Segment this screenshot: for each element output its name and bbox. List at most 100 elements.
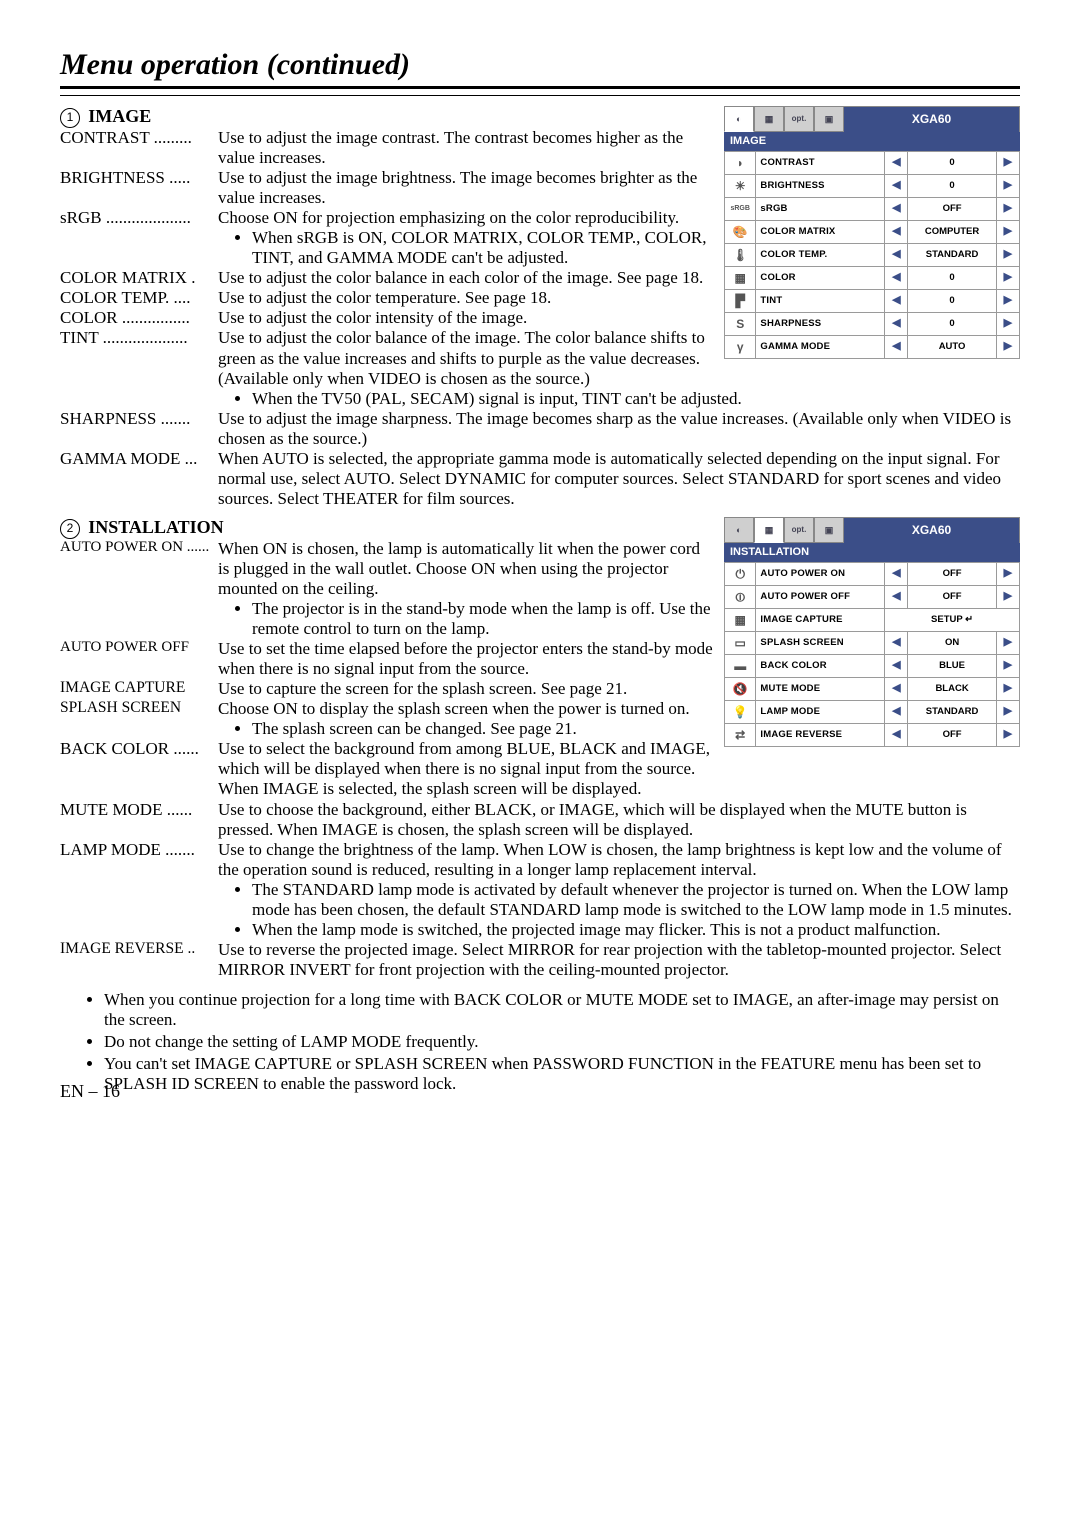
osd-row-value: OFF: [908, 585, 996, 608]
osd-row-icon: 🌡: [725, 243, 756, 266]
section-number: 1: [60, 108, 80, 128]
osd-row: sRGBsRGB◀OFF▶: [725, 197, 1020, 220]
osd-row-name: SPLASH SCREEN: [756, 631, 885, 654]
osd-row: ▭SPLASH SCREEN◀ON▶: [725, 631, 1020, 654]
term: TINT ....................: [60, 328, 218, 388]
right-arrow-icon: ▶: [996, 266, 1019, 289]
term: LAMP MODE .......: [60, 840, 218, 880]
osd-row-icon: ◗: [725, 151, 756, 174]
page-title: Menu operation (continued): [60, 48, 1020, 82]
osd-row: ▛TINT◀0▶: [725, 289, 1020, 312]
section-number: 2: [60, 519, 80, 539]
note-item: You can't set IMAGE CAPTURE or SPLASH SC…: [104, 1054, 1020, 1094]
desc: Use to select the background from among …: [218, 739, 714, 799]
osd-row: ▦COLOR◀0▶: [725, 266, 1020, 289]
desc: Choose ON for projection emphasizing on …: [218, 208, 714, 228]
osd-row-value: 0: [908, 151, 996, 174]
osd-row-icon: ⏼: [725, 585, 756, 608]
osd-row-name: LAMP MODE: [756, 700, 885, 723]
osd-row-value: BLACK: [908, 677, 996, 700]
osd-image-menu: ◐ ▦ opt. ▣ XGA60 IMAGE ◗CONTRAST◀0▶ ☀BRI…: [724, 106, 1020, 359]
left-arrow-icon: ◀: [885, 585, 908, 608]
osd-header: IMAGE: [724, 132, 1020, 151]
osd-row-icon: ▬: [725, 654, 756, 677]
left-arrow-icon: ◀: [885, 723, 908, 746]
left-arrow-icon: ◀: [885, 335, 908, 358]
osd-row: ⇄IMAGE REVERSE◀OFF▶: [725, 723, 1020, 746]
osd-row-icon: ▦: [725, 608, 756, 631]
right-arrow-icon: ▶: [996, 335, 1019, 358]
term: COLOR MATRIX .: [60, 268, 218, 288]
osd-row-value: 0: [908, 289, 996, 312]
osd-row: 🎨COLOR MATRIX◀COMPUTER▶: [725, 220, 1020, 243]
right-arrow-icon: ▶: [996, 723, 1019, 746]
term: BACK COLOR ......: [60, 739, 218, 799]
left-arrow-icon: ◀: [885, 562, 908, 585]
osd-row-icon: ▭: [725, 631, 756, 654]
desc: Use to adjust the color balance in each …: [218, 268, 714, 288]
osd-row-name: sRGB: [756, 197, 885, 220]
left-arrow-icon: ◀: [885, 700, 908, 723]
right-arrow-icon: ▶: [996, 174, 1019, 197]
bullet: The STANDARD lamp mode is activated by d…: [252, 880, 1020, 920]
osd-table: ◗CONTRAST◀0▶ ☀BRIGHTNESS◀0▶ sRGBsRGB◀OFF…: [724, 151, 1020, 359]
term: BRIGHTNESS .....: [60, 168, 218, 208]
right-arrow-icon: ▶: [996, 220, 1019, 243]
term: IMAGE REVERSE ..: [60, 940, 218, 980]
osd-row-icon: γ: [725, 335, 756, 358]
term: SHARPNESS .......: [60, 409, 218, 449]
osd-row-icon: ▦: [725, 266, 756, 289]
osd-row-value: STANDARD: [908, 243, 996, 266]
osd-tab-icon: ◐: [724, 517, 754, 543]
osd-tab-icon: ▦: [754, 517, 784, 543]
osd-row-icon: ▛: [725, 289, 756, 312]
section-heading: IMAGE: [88, 106, 151, 126]
section-heading: INSTALLATION: [88, 517, 223, 537]
osd-row-name: IMAGE REVERSE: [756, 723, 885, 746]
osd-format-label: XGA60: [844, 517, 1020, 543]
osd-row-name: SHARPNESS: [756, 312, 885, 335]
osd-row-name: AUTO POWER ON: [756, 562, 885, 585]
left-arrow-icon: ◀: [885, 174, 908, 197]
left-arrow-icon: ◀: [885, 266, 908, 289]
term: AUTO POWER ON ......: [60, 539, 218, 599]
divider: [60, 95, 1020, 96]
osd-row-setup: SETUP ↵: [885, 608, 1020, 631]
term: COLOR ................: [60, 308, 218, 328]
desc: Choose ON to display the splash screen w…: [218, 699, 714, 719]
osd-row: ⏻AUTO POWER ON◀OFF▶: [725, 562, 1020, 585]
page-footer: EN – 16: [60, 1081, 120, 1102]
divider: [60, 86, 1020, 89]
desc: Use to adjust the color temperature. See…: [218, 288, 714, 308]
osd-row: γGAMMA MODE◀AUTO▶: [725, 335, 1020, 358]
osd-row-name: COLOR: [756, 266, 885, 289]
osd-row-name: BRIGHTNESS: [756, 174, 885, 197]
desc: Use to change the brightness of the lamp…: [218, 840, 1020, 880]
osd-tab-icon: ▦: [754, 106, 784, 132]
left-arrow-icon: ◀: [885, 631, 908, 654]
osd-row-value: OFF: [908, 197, 996, 220]
right-arrow-icon: ▶: [996, 700, 1019, 723]
osd-row-name: GAMMA MODE: [756, 335, 885, 358]
desc: Use to adjust the image contrast. The co…: [218, 128, 714, 168]
left-arrow-icon: ◀: [885, 197, 908, 220]
osd-row-value: OFF: [908, 723, 996, 746]
osd-row-name: COLOR MATRIX: [756, 220, 885, 243]
osd-row-name: CONTRAST: [756, 151, 885, 174]
osd-row: SSHARPNESS◀0▶: [725, 312, 1020, 335]
osd-tab-opt: opt.: [784, 106, 814, 132]
left-arrow-icon: ◀: [885, 289, 908, 312]
osd-row-icon: ⇄: [725, 723, 756, 746]
right-arrow-icon: ▶: [996, 677, 1019, 700]
right-arrow-icon: ▶: [996, 151, 1019, 174]
desc: Use to adjust the image brightness. The …: [218, 168, 714, 208]
term: GAMMA MODE ...: [60, 449, 218, 509]
right-arrow-icon: ▶: [996, 312, 1019, 335]
desc: Use to adjust the color intensity of the…: [218, 308, 714, 328]
osd-row-value: BLUE: [908, 654, 996, 677]
osd-row-value: 0: [908, 312, 996, 335]
osd-row: 💡LAMP MODE◀STANDARD▶: [725, 700, 1020, 723]
right-arrow-icon: ▶: [996, 631, 1019, 654]
osd-row: 🌡COLOR TEMP.◀STANDARD▶: [725, 243, 1020, 266]
osd-row-icon: S: [725, 312, 756, 335]
